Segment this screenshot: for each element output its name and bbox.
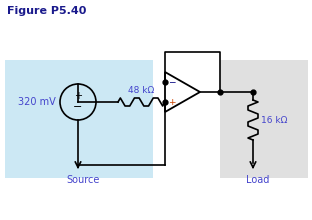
Text: 320 mV: 320 mV: [18, 97, 56, 107]
Text: −: −: [168, 77, 176, 86]
Text: −: −: [73, 102, 83, 112]
Text: Load: Load: [246, 175, 270, 185]
Text: +: +: [74, 91, 82, 101]
Text: +: +: [168, 97, 176, 106]
Text: Source: Source: [66, 175, 100, 185]
Text: 16 kΩ: 16 kΩ: [261, 116, 287, 125]
Text: 48 kΩ: 48 kΩ: [128, 86, 155, 95]
FancyBboxPatch shape: [5, 60, 153, 178]
Text: Figure P5.40: Figure P5.40: [7, 6, 86, 16]
FancyBboxPatch shape: [220, 60, 308, 178]
